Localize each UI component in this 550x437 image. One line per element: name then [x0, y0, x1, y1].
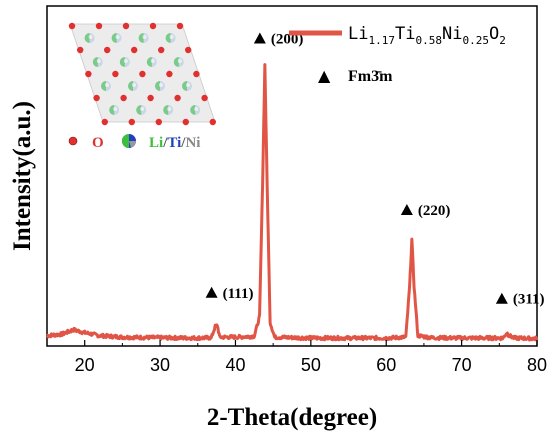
oxygen-atom: [139, 70, 146, 78]
crystal-structure-inset: O Li/Ti/Ni: [68, 22, 216, 151]
oxygen-atom: [158, 46, 165, 54]
peak-label: (311): [513, 292, 545, 308]
oxygen-atom: [201, 94, 208, 102]
inset-cation-legend: Li/Ti/Ni: [149, 135, 200, 151]
peak-label: (111): [223, 286, 254, 302]
cation-atom: [109, 105, 120, 115]
oxygen-atom: [77, 46, 84, 54]
x-tick-label: 80: [527, 355, 547, 375]
x-tick-label: 50: [301, 355, 321, 375]
cation-atom: [173, 57, 184, 67]
cation-atom: [182, 81, 192, 91]
oxygen-atom: [147, 94, 154, 102]
cation-atom: [163, 105, 174, 115]
cation-atom: [190, 105, 201, 115]
cation-atom: [128, 81, 138, 91]
cation-atom: [84, 33, 95, 43]
oxygen-atom: [176, 22, 184, 30]
peak-label: (200): [271, 32, 304, 48]
oxygen-atom: [95, 22, 103, 30]
plot-frame: [46, 5, 538, 347]
x-tick-label: 30: [150, 355, 170, 375]
oxygen-atom: [122, 22, 130, 30]
series-line-0: [46, 63, 539, 342]
oxygen-atom: [68, 22, 76, 30]
cation-atom: [111, 33, 122, 43]
oxygen-atom: [112, 70, 119, 78]
x-tick-label: 60: [376, 355, 396, 375]
cation-atom: [165, 33, 176, 43]
peak-triangle: [495, 292, 508, 304]
legend: Li1.17Ti0.58Ni0.25O2 ▲ Fm3̄m: [289, 24, 506, 85]
oxygen-atom: [185, 46, 192, 54]
lattice-drawing: [68, 22, 216, 126]
oxygen-atom: [128, 118, 135, 126]
legend-phase-name: Fm3̄m: [348, 68, 393, 85]
legend-formula: Li1.17Ti0.58Ni0.25O2: [348, 24, 506, 47]
peak-triangle: [205, 286, 218, 298]
oxygen-atom: [193, 70, 200, 78]
x-axis-title: 2-Theta(degree): [207, 404, 377, 431]
x-tick-label: 20: [75, 355, 95, 375]
cation-atom: [101, 81, 111, 91]
oxygen-atom: [131, 46, 138, 54]
peak-markers: (111) (200) (220) (311): [205, 32, 545, 308]
oxygen-atom: [85, 70, 92, 78]
data-layer: [46, 63, 539, 342]
peak-triangle: [400, 204, 413, 215]
x-tick-label: 40: [225, 355, 245, 375]
oxygen-atom: [166, 70, 173, 78]
x-tick-label: 70: [452, 355, 472, 375]
cation-atom: [146, 57, 157, 67]
peak-triangle: [253, 32, 266, 44]
cation-atom: [119, 57, 130, 67]
oxygen-atom: [101, 118, 109, 126]
oxygen-atom: [93, 94, 100, 102]
oxygen-atom: [182, 118, 189, 126]
legend-o-label: O: [92, 135, 104, 151]
cation-atom: [136, 105, 147, 115]
oxygen-atom: [209, 118, 216, 126]
mixed-cation-legend-atom: [122, 134, 136, 148]
legend-phase-symbol: ▲: [318, 66, 331, 85]
x-axis-ticks: 20 30 40 50 60 70 80: [46, 340, 547, 375]
oxygen-atom: [149, 22, 157, 30]
oxygen-legend-atom: [68, 136, 78, 146]
cation-atom: [138, 33, 149, 43]
oxygen-atom: [155, 118, 162, 126]
cation-atom: [155, 81, 165, 91]
oxygen-atom: [174, 94, 181, 102]
peak-label: (220): [418, 203, 451, 219]
oxygen-atom: [104, 46, 111, 54]
oxygen-atom: [120, 94, 127, 102]
cation-atom: [92, 57, 103, 67]
y-axis-title: Intensity(a.u.): [9, 101, 36, 251]
